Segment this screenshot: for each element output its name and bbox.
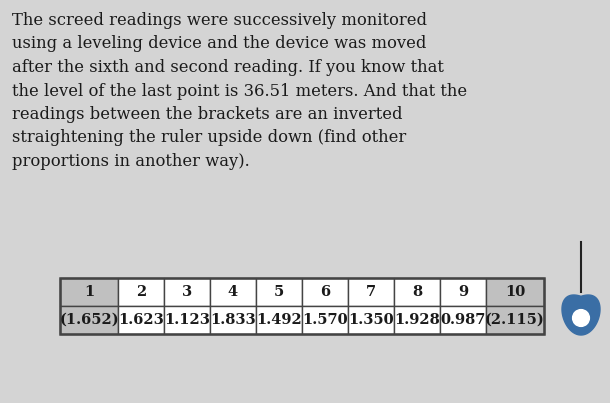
Text: 10: 10 — [505, 285, 525, 299]
Bar — [394, 278, 440, 306]
Bar — [394, 306, 440, 334]
Bar — [486, 278, 544, 306]
Text: 2: 2 — [136, 285, 146, 299]
Text: 1.623: 1.623 — [118, 313, 164, 327]
Text: 1: 1 — [84, 285, 94, 299]
Bar — [348, 278, 394, 306]
Bar — [348, 306, 394, 334]
Bar — [210, 306, 256, 334]
Bar — [118, 278, 164, 306]
Bar — [440, 278, 486, 306]
Polygon shape — [562, 295, 600, 335]
Text: 0.987: 0.987 — [440, 313, 486, 327]
Text: (2.115): (2.115) — [485, 313, 545, 327]
Bar — [164, 306, 210, 334]
Bar — [60, 306, 118, 334]
Bar — [302, 278, 348, 306]
Text: 6: 6 — [320, 285, 330, 299]
Text: 1.350: 1.350 — [348, 313, 394, 327]
Text: 4: 4 — [228, 285, 238, 299]
Text: 1.833: 1.833 — [210, 313, 256, 327]
Text: 9: 9 — [458, 285, 468, 299]
Text: 7: 7 — [366, 285, 376, 299]
Bar — [60, 278, 118, 306]
Text: 5: 5 — [274, 285, 284, 299]
Text: 1.570: 1.570 — [302, 313, 348, 327]
Text: 8: 8 — [412, 285, 422, 299]
Text: 1.928: 1.928 — [394, 313, 440, 327]
Circle shape — [573, 310, 589, 326]
Bar — [118, 306, 164, 334]
Text: The screed readings were successively monitored
using a leveling device and the : The screed readings were successively mo… — [12, 12, 467, 170]
Bar — [256, 278, 302, 306]
Bar — [440, 306, 486, 334]
Bar — [302, 306, 348, 334]
Bar — [256, 306, 302, 334]
Text: 3: 3 — [182, 285, 192, 299]
Bar — [60, 278, 544, 334]
Bar — [164, 278, 210, 306]
Bar — [486, 306, 544, 334]
Text: 1.123: 1.123 — [164, 313, 210, 327]
Text: (1.652): (1.652) — [59, 313, 119, 327]
Text: 1.492: 1.492 — [256, 313, 302, 327]
Bar — [210, 278, 256, 306]
